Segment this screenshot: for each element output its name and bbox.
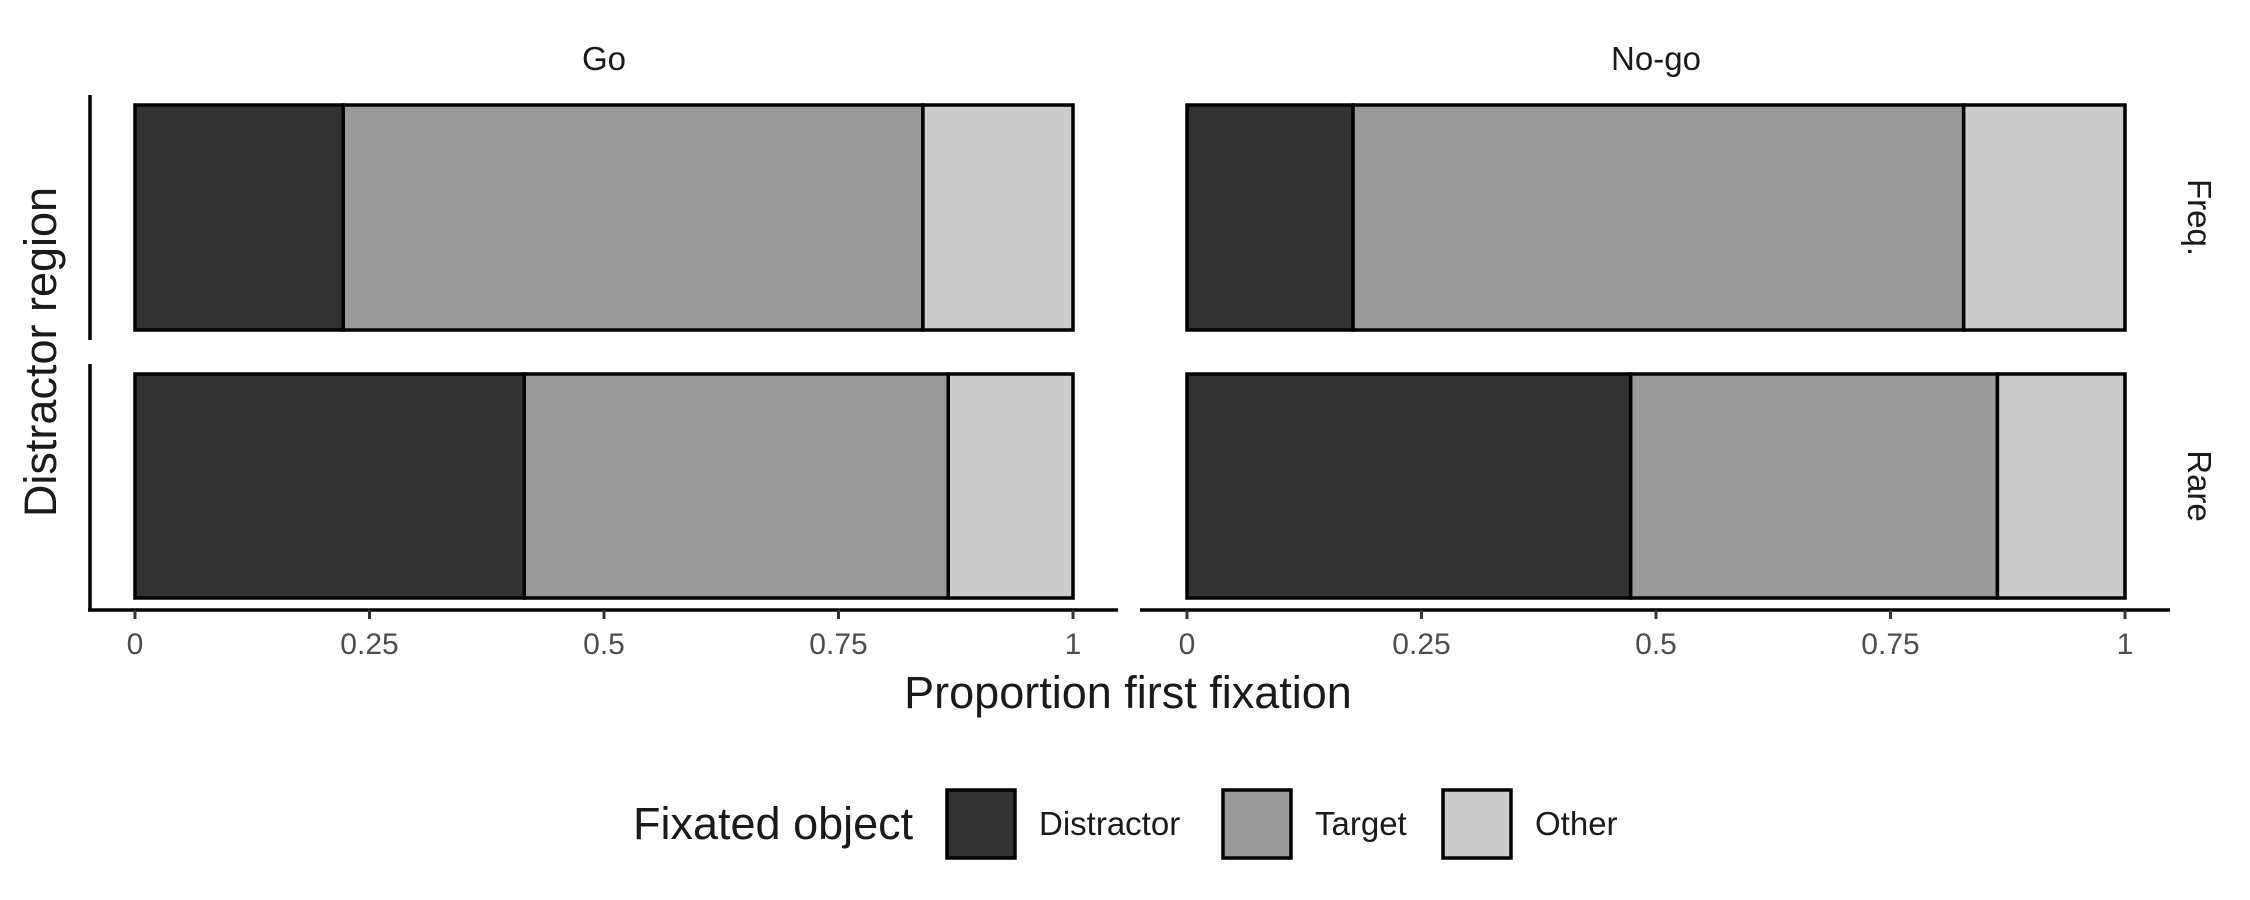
panels: Go No-go Freq. Rare (133, 40, 2218, 600)
bar-segment-no-go-rare-other (1995, 372, 2127, 600)
facet-label-go: Go (582, 40, 626, 77)
x-tick-label: 0.75 (1861, 628, 1919, 661)
legend-items: Distractor Target Other (945, 788, 1618, 860)
facet-label-rare: Rare (2181, 450, 2218, 522)
x-tick-label: 0.5 (583, 628, 625, 661)
x-tick-label: 1 (2117, 628, 2134, 661)
x-tick-label: 0.25 (1392, 628, 1450, 661)
bar-segment-no-go-rare-distractor (1185, 372, 1633, 600)
x-tick-label: 0.5 (1635, 628, 1677, 661)
bar-segment-no-go-freq-other (1961, 103, 2127, 332)
bar-segment-go-freq-other (921, 103, 1075, 332)
bar-segment-go-freq-distractor (133, 103, 345, 332)
x-tick-label: 0.25 (340, 628, 398, 661)
facet-label-no-go: No-go (1611, 40, 1701, 77)
bar-segment-no-go-rare-target (1628, 372, 2000, 600)
legend-title: Fixated object (633, 798, 914, 849)
bar-segment-go-freq-target (341, 103, 925, 332)
legend-label-other: Other (1535, 805, 1618, 842)
bar-segment-go-rare-other (946, 372, 1075, 600)
legend-key-target (1221, 788, 1293, 860)
bar-segment-go-rare-distractor (133, 372, 527, 600)
legend-label-target: Target (1315, 805, 1407, 842)
legend-key-distractor (945, 788, 1017, 860)
x-tick-label: 1 (1065, 628, 1082, 661)
bar-segment-no-go-freq-distractor (1185, 103, 1355, 332)
bar-segment-go-rare-target (522, 372, 950, 600)
facet-label-freq: Freq. (2181, 179, 2218, 256)
legend-label-distractor: Distractor (1039, 805, 1180, 842)
x-tick-label: 0 (127, 628, 144, 661)
axes: 0 0.25 0.5 0.75 1 0 0.25 0.5 0.75 1 (88, 95, 2170, 661)
legend-key-other (1441, 788, 1513, 860)
y-axis-title: Distractor region (15, 187, 66, 517)
x-tick-label: 0.75 (809, 628, 867, 661)
bar-segment-no-go-freq-target (1351, 103, 1966, 332)
x-axis-title: Proportion first fixation (904, 667, 1352, 718)
legend: Fixated object Distractor Target Other (633, 788, 1618, 860)
x-tick-label: 0 (1179, 628, 1196, 661)
